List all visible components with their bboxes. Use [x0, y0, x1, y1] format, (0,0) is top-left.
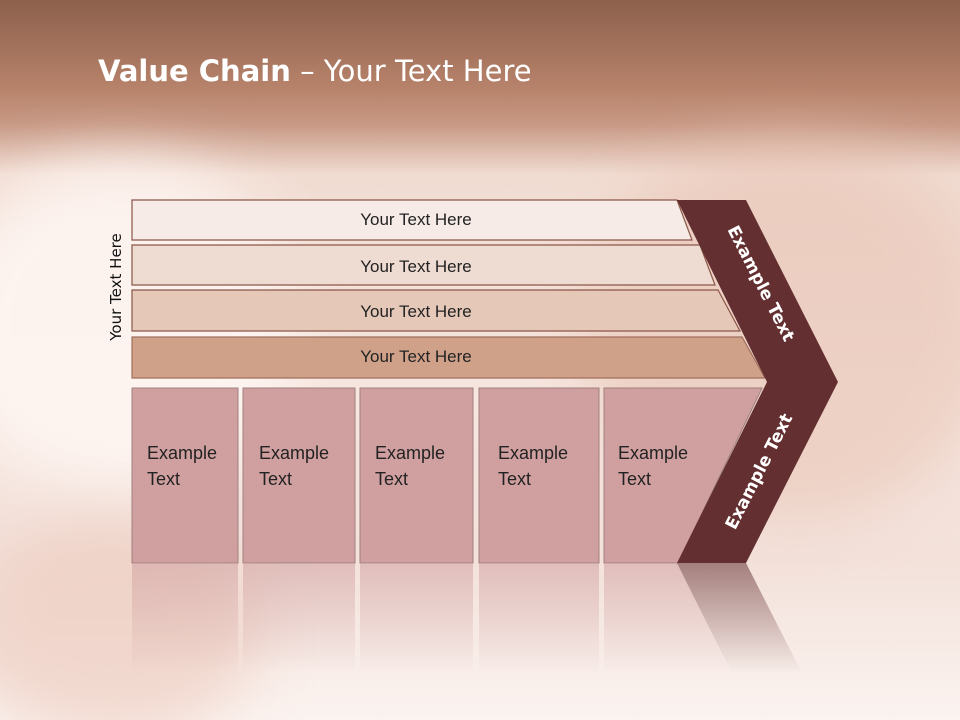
- row-2: [131, 244, 716, 286]
- box-2-line2: Text: [259, 469, 292, 489]
- box-5-line2: Text: [618, 469, 651, 489]
- box-3: [359, 387, 474, 564]
- row-1: [131, 199, 693, 241]
- row-4: [131, 336, 767, 379]
- chevron: [677, 200, 838, 563]
- reflection: [132, 563, 826, 720]
- box-4-line1: Example: [498, 443, 568, 463]
- box-5-line1: Example: [618, 443, 688, 463]
- row-3-label: Your Text Here: [360, 302, 472, 321]
- box-2: [242, 387, 356, 564]
- title-rest: – Your Text Here: [290, 54, 532, 88]
- box-3-line2: Text: [375, 469, 408, 489]
- row-1-label: Your Text Here: [360, 210, 472, 229]
- row-4-label: Your Text Here: [360, 347, 472, 366]
- box-2-line1: Example: [259, 443, 329, 463]
- box-1: [131, 387, 239, 564]
- box-4-line2: Text: [498, 469, 531, 489]
- box-3-line1: Example: [375, 443, 445, 463]
- row-2-label: Your Text Here: [360, 257, 472, 276]
- row-3: [131, 289, 742, 332]
- page-title: Value Chain – Your Text Here: [98, 54, 532, 88]
- box-1-line1: Example: [147, 443, 217, 463]
- box-labels: Example Text Example Text Example Text Exam…: [147, 443, 688, 489]
- box-1-line2: Text: [147, 469, 180, 489]
- title-bold: Value Chain: [98, 54, 291, 88]
- box-4: [478, 387, 600, 564]
